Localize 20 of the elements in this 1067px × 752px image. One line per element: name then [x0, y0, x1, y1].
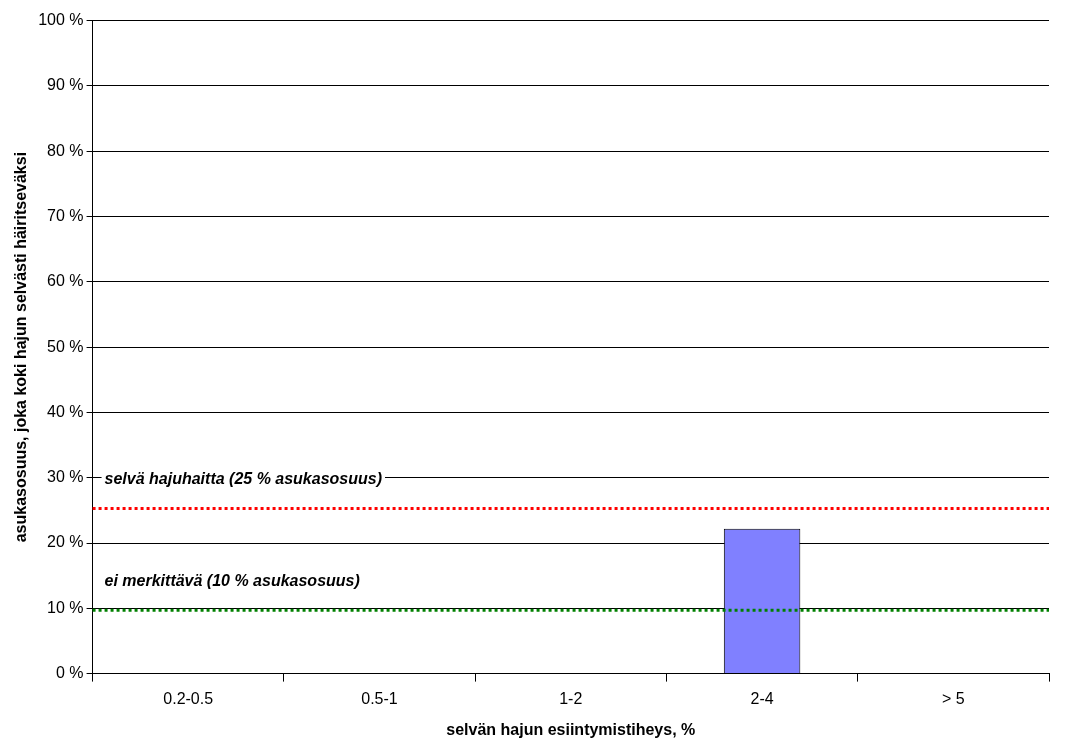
- y-tick-label: 50 %: [47, 337, 84, 355]
- y-tick-label: 10 %: [47, 598, 84, 616]
- x-tick-label: 0.2-0.5: [163, 689, 214, 707]
- x-tick-label: > 5: [942, 689, 965, 707]
- y-tick-label: 20 %: [47, 533, 84, 551]
- x-axis-title: selvän hajun esiintymistiheys, %: [446, 720, 696, 738]
- y-tick-label: 80 %: [47, 141, 84, 159]
- y-tick-label: 60 %: [47, 272, 84, 290]
- y-tick-label: 90 %: [47, 76, 84, 94]
- y-tick-label: 70 %: [47, 206, 84, 224]
- x-tick-label: 1-2: [559, 689, 583, 707]
- x-tick-label: 2-4: [750, 689, 774, 707]
- x-tick-label: 0.5-1: [361, 689, 398, 707]
- y-tick-label: 100 %: [38, 11, 84, 29]
- y-tick-label: 0 %: [55, 664, 84, 682]
- ref-line-label: ei merkittävä (10 % asukasosuus): [104, 572, 360, 590]
- y-tick-label: 40 %: [47, 402, 84, 420]
- ref-line-label: selvä hajuhaitta (25 % asukasosuus): [104, 470, 383, 488]
- y-axis-title: asukasosuus, joka koki hajun selvästi häiritseväksi: [12, 151, 30, 543]
- y-tick-label: 30 %: [47, 468, 84, 486]
